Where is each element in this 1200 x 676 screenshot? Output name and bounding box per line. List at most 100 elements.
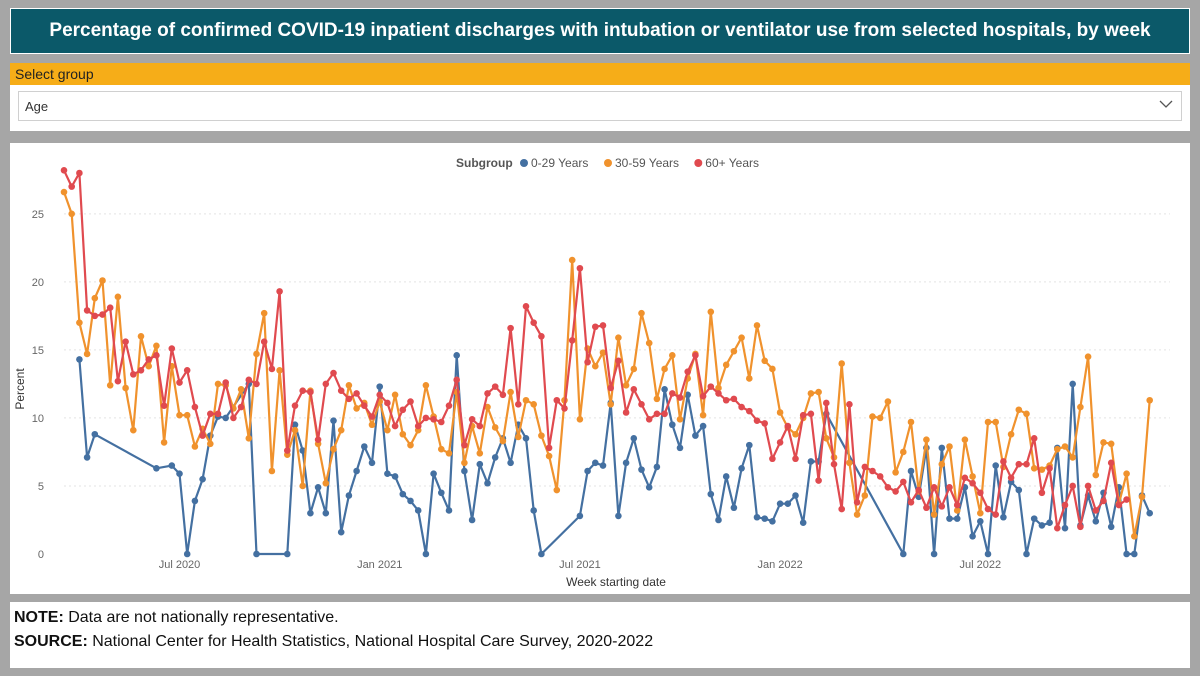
data-point: [553, 396, 561, 404]
data-point: [1084, 482, 1092, 490]
data-point: [907, 498, 915, 506]
data-point: [76, 319, 83, 326]
data-point: [746, 375, 753, 382]
data-point: [1046, 464, 1053, 472]
data-point: [807, 458, 815, 465]
data-point: [68, 210, 75, 218]
data-point: [1115, 501, 1123, 509]
data-point: [122, 384, 129, 392]
data-point: [361, 443, 368, 450]
data-point: [769, 455, 776, 463]
data-point: [376, 391, 384, 399]
data-point: [861, 463, 869, 471]
data-point: [1092, 471, 1100, 479]
data-point: [476, 460, 484, 468]
data-point: [291, 426, 299, 434]
data-point: [930, 511, 938, 518]
data-point: [137, 332, 145, 340]
data-point: [276, 288, 283, 295]
data-point: [769, 365, 776, 373]
data-point: [838, 505, 845, 513]
data-point: [599, 322, 607, 329]
data-point: [484, 479, 491, 487]
data-point: [900, 448, 907, 456]
data-point: [353, 405, 360, 412]
x-axis-ticks: Jul 2020 Jan 2021 Jul 2021 Jan 2022 Jul 2022: [159, 559, 1001, 571]
data-point: [1138, 493, 1146, 501]
data-point: [491, 383, 499, 390]
data-point: [1069, 380, 1076, 388]
data-point: [715, 390, 722, 397]
data-point: [792, 455, 799, 463]
data-point: [1015, 486, 1023, 494]
data-point: [907, 467, 915, 475]
data-point: [815, 477, 822, 484]
data-point: [499, 437, 507, 445]
data-point: [222, 379, 229, 386]
data-point: [438, 445, 445, 453]
data-point: [592, 362, 599, 370]
filter-label: Select group: [10, 63, 1190, 85]
y-axis-ticks: 0 5 10 15 20 25: [32, 209, 44, 561]
data-point: [1123, 550, 1130, 558]
x-tick-label: Jul 2020: [159, 559, 201, 571]
data-point: [977, 518, 984, 525]
data-point: [984, 418, 992, 426]
y-tick-label: 0: [38, 549, 44, 561]
data-point: [91, 430, 99, 438]
data-point: [422, 550, 430, 558]
data-point: [861, 492, 869, 499]
data-point: [884, 484, 892, 491]
data-point: [230, 414, 237, 422]
data-point: [1023, 550, 1030, 558]
data-point: [461, 441, 468, 449]
group-filter-panel: Select group Age: [10, 63, 1190, 131]
data-point: [191, 403, 199, 411]
data-point: [846, 401, 853, 408]
data-point: [553, 486, 561, 494]
data-point: [823, 435, 830, 442]
data-point: [345, 492, 353, 499]
data-point: [322, 479, 330, 487]
data-point: [368, 421, 376, 429]
y-tick-label: 20: [32, 277, 44, 289]
data-point: [568, 337, 576, 344]
data-point: [414, 507, 422, 514]
data-point: [622, 381, 630, 389]
data-point: [353, 390, 360, 397]
data-point: [869, 413, 876, 420]
data-point: [699, 392, 707, 400]
data-point: [168, 345, 176, 352]
source-text: National Center for Health Statistics, N…: [87, 633, 654, 650]
data-point: [853, 511, 861, 518]
data-point: [330, 417, 337, 424]
data-point: [946, 515, 953, 522]
data-point: [83, 307, 91, 314]
data-point: [699, 411, 707, 419]
data-point: [707, 308, 715, 316]
data-point: [653, 395, 661, 403]
data-point: [938, 503, 946, 510]
data-point: [176, 411, 183, 419]
data-point: [630, 435, 638, 442]
data-point: [692, 432, 699, 439]
page-title: Percentage of confirmed COVID-19 inpatie…: [10, 8, 1190, 54]
data-point: [214, 380, 222, 388]
group-dropdown[interactable]: Age: [18, 91, 1182, 121]
note-text: Data are not nationally representative.: [63, 609, 339, 626]
data-point: [576, 415, 584, 423]
data-point: [669, 421, 676, 429]
data-point: [322, 380, 330, 388]
x-tick-label: Jan 2021: [357, 559, 402, 571]
data-point: [399, 430, 407, 438]
data-point: [330, 445, 337, 453]
data-point: [538, 332, 545, 340]
legend-title: Subgroup: [456, 156, 513, 170]
data-point: [730, 395, 738, 403]
data-point: [91, 294, 99, 302]
data-point: [438, 489, 445, 497]
data-point: [484, 403, 491, 411]
dropdown-value: Age: [25, 99, 49, 114]
data-point: [276, 367, 283, 374]
data-point: [638, 401, 645, 408]
